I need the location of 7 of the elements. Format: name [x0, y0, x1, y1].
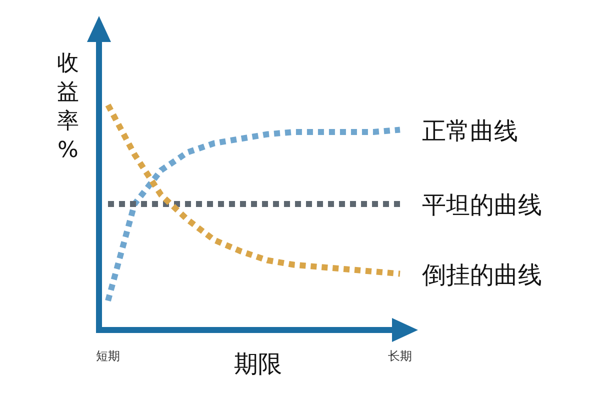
y-axis-title: 收益率 %	[57, 51, 79, 163]
series-label: 倒挂的曲线	[422, 260, 542, 289]
x-tick-label: 短期	[96, 349, 120, 363]
x-tick-label: 长期	[388, 349, 412, 363]
series-label: 平坦的曲线	[422, 191, 542, 219]
x-axis-title: 期限	[234, 350, 282, 378]
series-label: 正常曲线	[422, 116, 518, 145]
